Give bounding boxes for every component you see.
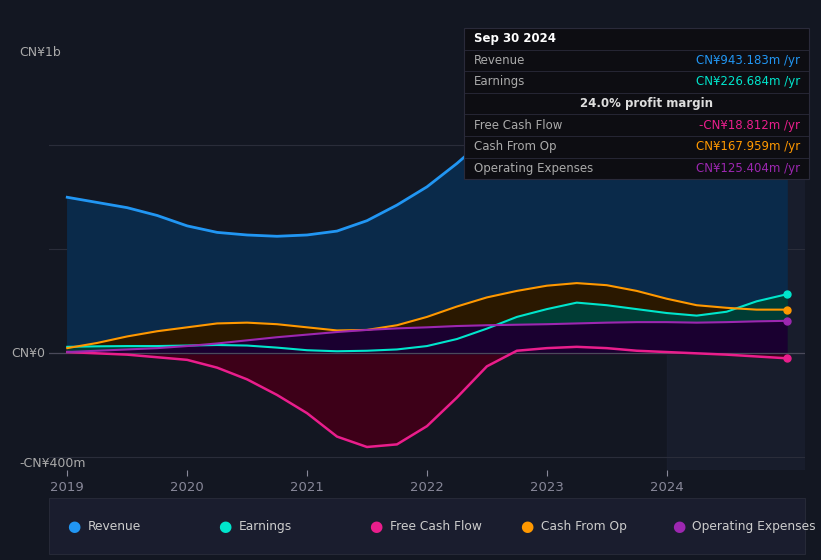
Text: Earnings: Earnings <box>474 76 525 88</box>
Text: CN¥167.959m /yr: CN¥167.959m /yr <box>696 141 800 153</box>
Text: ●: ● <box>218 519 232 534</box>
Text: ●: ● <box>521 519 534 534</box>
Text: -CN¥400m: -CN¥400m <box>19 458 85 470</box>
Text: Revenue: Revenue <box>474 54 525 67</box>
Text: ●: ● <box>67 519 80 534</box>
Text: CN¥943.183m /yr: CN¥943.183m /yr <box>696 54 800 67</box>
Text: -CN¥18.812m /yr: -CN¥18.812m /yr <box>699 119 800 132</box>
Text: ●: ● <box>369 519 383 534</box>
Text: ●: ● <box>672 519 685 534</box>
Text: Earnings: Earnings <box>239 520 292 533</box>
Text: CN¥125.404m /yr: CN¥125.404m /yr <box>696 162 800 175</box>
Text: CN¥0: CN¥0 <box>11 347 45 360</box>
Text: Cash From Op: Cash From Op <box>474 141 556 153</box>
Text: Free Cash Flow: Free Cash Flow <box>474 119 562 132</box>
Text: Revenue: Revenue <box>88 520 141 533</box>
Text: Cash From Op: Cash From Op <box>541 520 627 533</box>
Text: Operating Expenses: Operating Expenses <box>692 520 816 533</box>
Text: Free Cash Flow: Free Cash Flow <box>390 520 482 533</box>
Text: 24.0% profit margin: 24.0% profit margin <box>580 97 713 110</box>
Bar <box>667 67 805 470</box>
Text: CN¥1b: CN¥1b <box>19 46 61 59</box>
Text: CN¥226.684m /yr: CN¥226.684m /yr <box>696 76 800 88</box>
Text: Operating Expenses: Operating Expenses <box>474 162 593 175</box>
Text: Sep 30 2024: Sep 30 2024 <box>474 32 556 45</box>
